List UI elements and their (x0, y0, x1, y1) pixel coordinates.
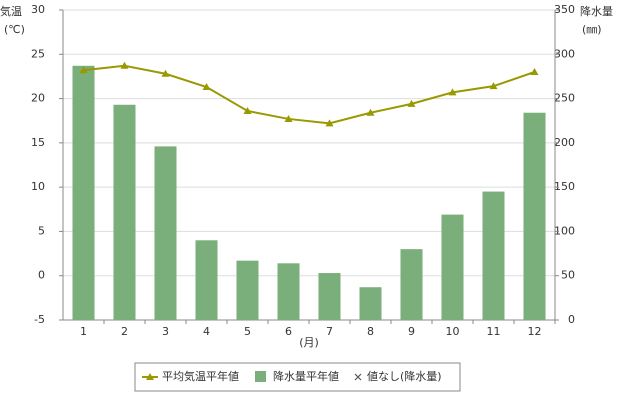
y2-axis-unit: (㎜) (582, 23, 602, 36)
x-tick-label: 7 (326, 325, 333, 338)
y-tick-label: 10 (31, 180, 45, 193)
y2-tick-label: 250 (554, 92, 575, 105)
y-tick-label: 5 (38, 224, 45, 237)
point (243, 106, 252, 114)
y-tick-label: 20 (31, 92, 45, 105)
point (202, 83, 211, 91)
point (489, 82, 498, 90)
y2-tick-label: 200 (554, 136, 575, 149)
x-tick-label: 5 (244, 325, 251, 338)
legend-label: 平均気温平年値 (162, 369, 239, 383)
x-tick-label: 10 (446, 325, 460, 338)
y2-tick-label: 100 (554, 224, 575, 237)
bar (113, 104, 136, 321)
point (448, 88, 457, 96)
bar (72, 65, 95, 320)
point (530, 68, 539, 75)
x-tick-label: 8 (367, 325, 374, 338)
y-axis-label: 気温 (0, 4, 22, 18)
x-tick-label: 3 (162, 325, 169, 338)
x-tick-label: 11 (487, 325, 501, 338)
legend-label: 降水量平年値 (273, 369, 339, 383)
x-tick-label: 9 (408, 325, 415, 338)
bar (195, 240, 218, 320)
x-tick-label: 4 (203, 325, 210, 338)
point (120, 61, 129, 69)
point (79, 66, 88, 74)
x-axis-label: (月) (299, 336, 319, 349)
point (284, 114, 293, 122)
bar (236, 260, 259, 320)
legend-swatch (255, 371, 266, 382)
legend-cross (354, 373, 362, 381)
legend-label: 値なし(降水量) (367, 369, 442, 383)
line (83, 64, 535, 125)
bar (482, 191, 505, 320)
y2-tick-label: 50 (561, 269, 575, 282)
y2-axis-label: 降水量 (580, 4, 613, 18)
x-tick-label: 2 (121, 325, 128, 338)
bar (400, 249, 423, 320)
point (161, 69, 170, 77)
y-tick-label: 15 (31, 136, 45, 149)
bar (523, 112, 546, 320)
y-axis-unit: (℃) (4, 23, 25, 36)
bar (277, 263, 300, 320)
bar (359, 287, 382, 320)
x-tick-label: 1 (80, 325, 87, 338)
point (407, 99, 416, 107)
x-tick-label: 12 (528, 325, 542, 338)
bar (318, 273, 341, 320)
y2-tick-label: 300 (554, 47, 575, 60)
legend-marker (146, 373, 154, 380)
y-tick-label: 0 (38, 269, 45, 282)
y2-tick-label: 0 (568, 313, 575, 326)
x-tick-label: 6 (285, 325, 292, 338)
y-tick-label: 25 (31, 47, 45, 60)
bar (441, 214, 464, 320)
y2-tick-label: 150 (554, 180, 575, 193)
y-tick-label: 30 (31, 3, 45, 16)
bar (154, 146, 177, 320)
point (366, 108, 375, 116)
y-tick-label: -5 (34, 313, 45, 326)
point (325, 119, 334, 127)
y2-tick-label: 350 (554, 3, 575, 16)
legend-box (134, 362, 461, 392)
